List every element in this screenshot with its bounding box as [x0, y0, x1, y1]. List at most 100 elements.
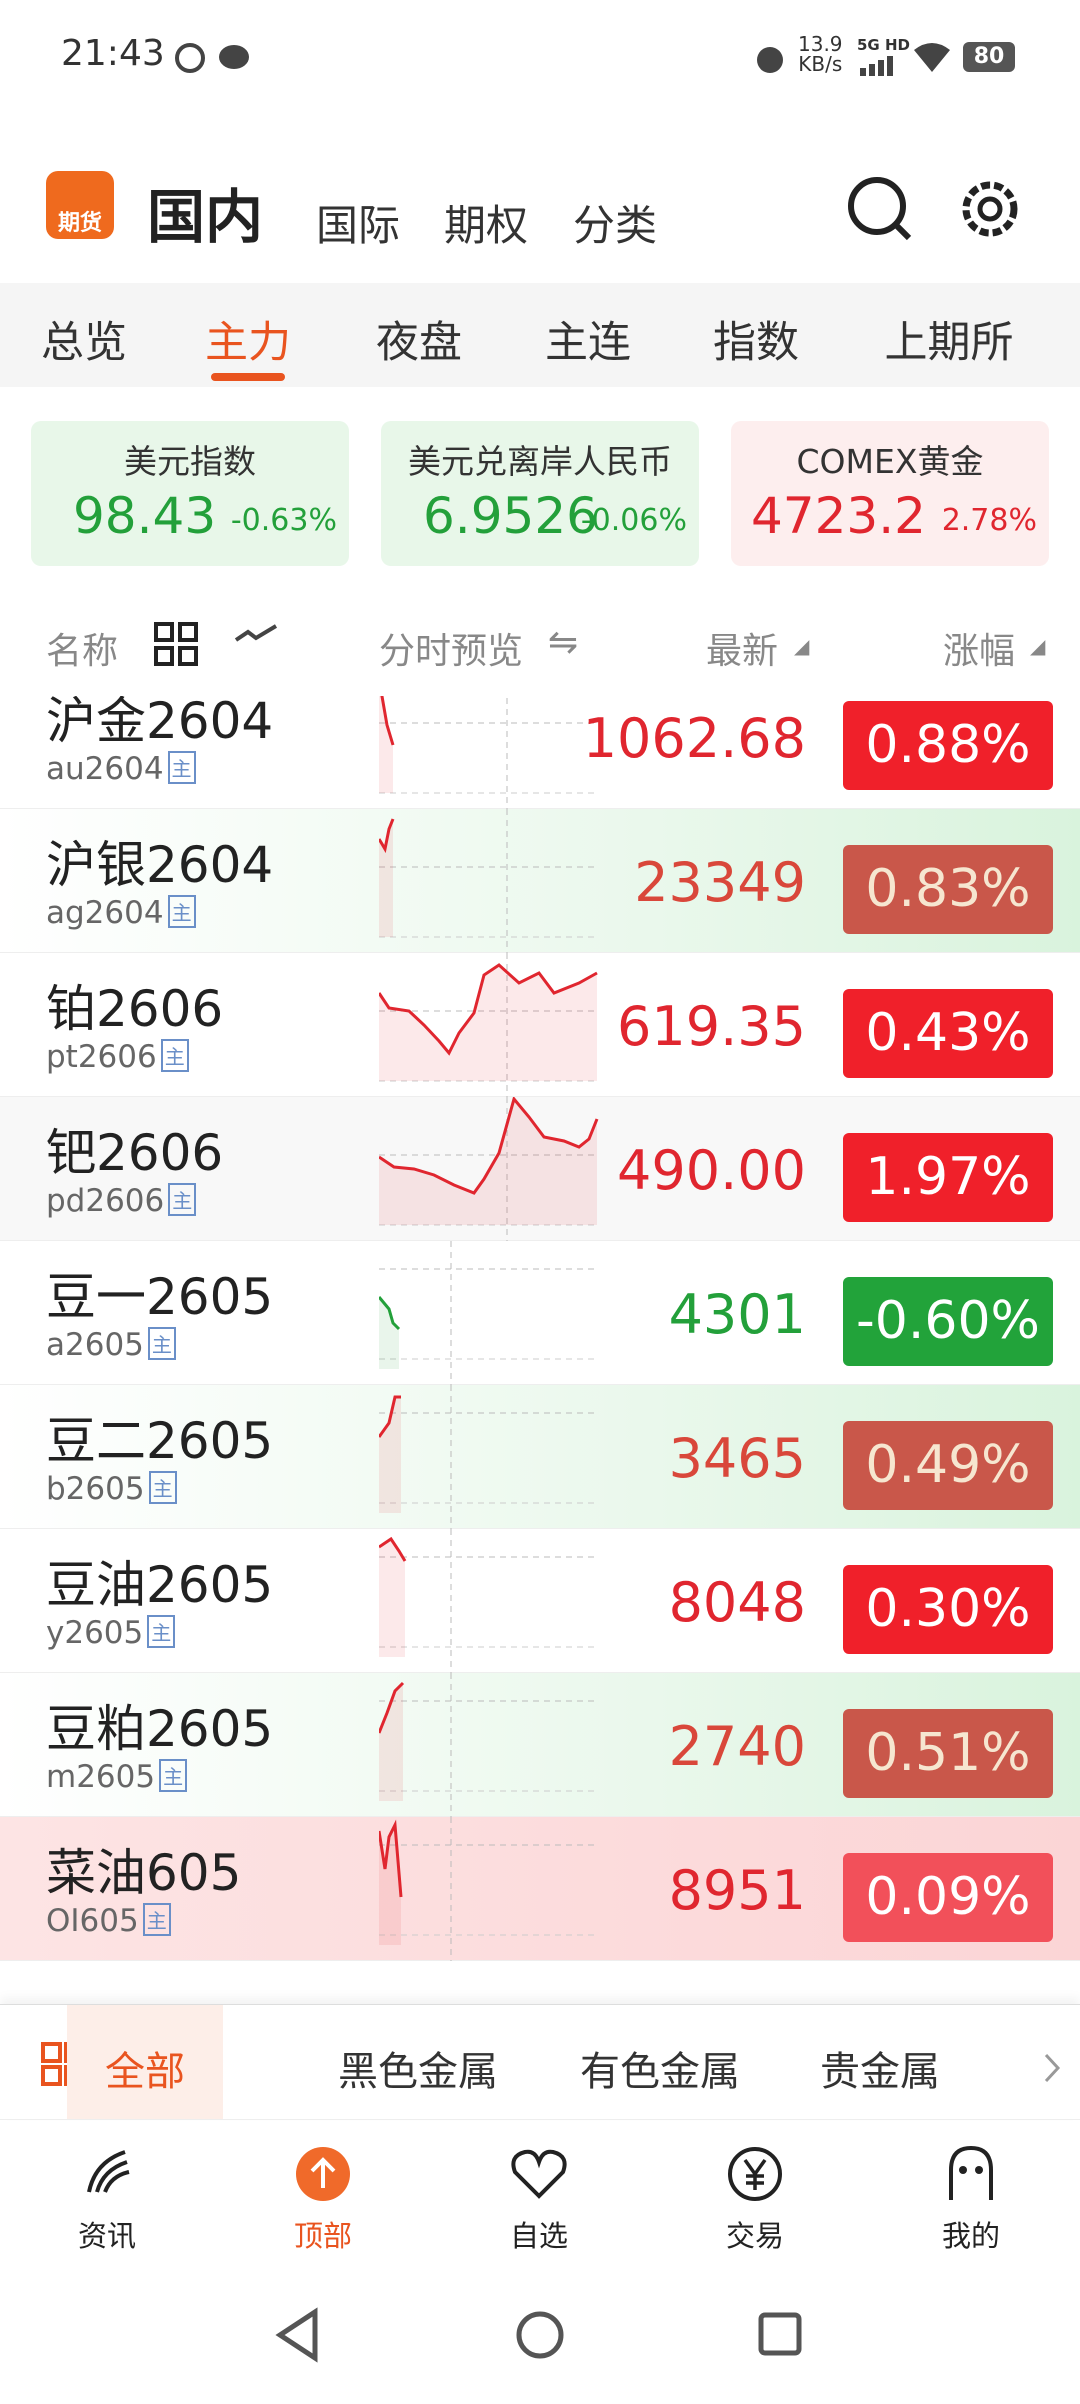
sparkline [379, 809, 599, 953]
swap-icon[interactable]: ⇋ [548, 622, 579, 663]
tab[interactable]: 分类 [573, 201, 658, 250]
index-card[interactable]: 美元兑离岸人民币 6.9526 -0.06% [381, 421, 699, 566]
index-cards: 美元指数 98.43 -0.63% 美元兑离岸人民币 6.9526 -0.06% COMEX… [0, 421, 1080, 566]
bottom-nav: 资讯 顶部 自选 交易 我的 [0, 2119, 1080, 2280]
sub-tab[interactable]: 夜盘 [376, 318, 462, 368]
spark-area [379, 819, 393, 937]
code-text: au2604 [46, 751, 164, 787]
code-text: OI605 [46, 1903, 139, 1939]
contract-code: a2605 主 [46, 1327, 176, 1363]
main-tag: 主 [142, 1903, 171, 1936]
spark-area [379, 1099, 597, 1225]
contract-code: pt2606 主 [46, 1039, 189, 1075]
last-price: 4301 [668, 1283, 806, 1346]
spark-line [379, 1097, 599, 1195]
contract-name: 沪金2604 [46, 696, 274, 750]
main-tag: 主 [167, 751, 196, 784]
sub-tab[interactable]: 上期所 [884, 318, 1014, 368]
quote-row[interactable]: 沪银2604 ag2604 主 23349 0.83% [0, 809, 1080, 953]
sub-tab[interactable]: 主力 [205, 318, 291, 368]
sub-tab[interactable]: 主连 [545, 318, 631, 368]
quote-row[interactable]: 豆一2605 a2605 主 4301 -0.60% [0, 1241, 1080, 1385]
nav-icon [949, 2145, 993, 2200]
tab-underline [211, 373, 285, 381]
nav-item[interactable]: 交易 [680, 2142, 830, 2255]
index-card[interactable]: 美元指数 98.43 -0.63% [31, 421, 349, 566]
alarm-icon [757, 47, 783, 73]
sparkline [379, 696, 599, 809]
category[interactable]: 黑色金属 [338, 2049, 498, 2095]
rows: 沪金2604 au2604 主 1062.68 0.88% 沪银2604 ag2604 主 23… [0, 696, 1080, 1961]
last-price: 2740 [668, 1715, 806, 1778]
system-buttons[interactable] [0, 2280, 1080, 2400]
tab[interactable]: 国际 [316, 201, 401, 250]
nav-item[interactable]: 我的 [896, 2142, 1046, 2255]
sort-icon: ◢ [794, 634, 810, 658]
header-change[interactable]: 涨幅 [943, 631, 1016, 672]
quote-row[interactable]: 钯2606 pd2606 主 490.00 1.97% [0, 1097, 1080, 1241]
main-tag: 主 [160, 1039, 189, 1072]
card-name: COMEX黄金 [796, 442, 984, 481]
spark-line [379, 1681, 405, 1734]
quote-row[interactable]: 豆二2605 b2605 主 3465 0.49% [0, 1385, 1080, 1529]
sub-tab[interactable]: 总览 [41, 318, 127, 368]
contract-name: 豆油2605 [46, 1556, 274, 1614]
code-text: b2605 [46, 1471, 145, 1507]
nav-item[interactable]: 自选 [464, 2142, 614, 2255]
nav-icon [511, 2149, 567, 2199]
index-card[interactable]: COMEX黄金 4723.2 2.78% [731, 421, 1049, 566]
contract-name: 铂2606 [46, 980, 224, 1038]
category[interactable]: 有色金属 [580, 2049, 740, 2095]
last-price: 619.35 [617, 995, 806, 1058]
header-name: 名称 [46, 631, 119, 672]
change-badge: 0.09% [843, 1853, 1053, 1942]
change-badge: 0.30% [843, 1565, 1053, 1654]
card-name: 美元指数 [124, 442, 256, 481]
main-tag: 主 [147, 1327, 176, 1360]
quote-row[interactable]: 菜油605 OI605 主 8951 0.09% [0, 1817, 1080, 1961]
status-icons [175, 43, 249, 73]
logo[interactable]: 期货 [46, 171, 114, 239]
quote-row[interactable]: 豆油2605 y2605 主 8048 0.30% [0, 1529, 1080, 1673]
header: 期货 国内 国际 期权 分类 [0, 160, 1080, 270]
quote-row[interactable]: 沪金2604 au2604 主 1062.68 0.88% [0, 696, 1080, 809]
search-icon[interactable] [845, 174, 915, 244]
net-speed-value: 13.9 [798, 32, 843, 56]
sub-tabs: 总览 主力 夜盘 主连 指数 上期所 [0, 283, 1080, 387]
wifi-icon [914, 43, 950, 72]
header-preview: 分时预览 [379, 631, 524, 672]
sparkline [379, 1241, 599, 1385]
quote-row[interactable]: 豆粕2605 m2605 主 2740 0.51% [0, 1673, 1080, 1817]
sparkline [379, 1817, 599, 1961]
view-toggle-icons[interactable] [152, 620, 282, 676]
spark-line [379, 1819, 403, 1898]
scroll-right[interactable] [1040, 2051, 1070, 2091]
sub-tab[interactable]: 指数 [713, 318, 799, 368]
contract-code: ag2604 主 [46, 895, 196, 931]
code-text: a2605 [46, 1327, 144, 1363]
header-price[interactable]: 最新 [706, 631, 779, 672]
last-price: 8951 [668, 1859, 806, 1922]
category[interactable]: 贵金属 [820, 2049, 940, 2095]
category-active-bg [67, 2005, 223, 2120]
last-price: 23349 [634, 851, 806, 914]
quote-row[interactable]: 铂2606 pt2606 主 619.35 0.43% [0, 953, 1080, 1097]
contract-code: OI605 主 [46, 1903, 171, 1939]
contract-code: m2605 主 [46, 1759, 188, 1795]
card-change: -0.06% [580, 503, 687, 538]
tab[interactable]: 期权 [444, 201, 529, 250]
sort-icon: ◢ [1030, 634, 1046, 658]
spark-area [379, 1825, 401, 1945]
contract-code: au2604 主 [46, 751, 196, 787]
last-price: 490.00 [617, 1139, 806, 1202]
settings-icon[interactable] [955, 174, 1025, 244]
status-bar: 21:43 13.9 KB/s 5G HD 80 [0, 0, 1080, 107]
nav-item[interactable]: 资讯 [32, 2142, 182, 2255]
nav-item[interactable]: 顶部 [248, 2142, 398, 2255]
category[interactable]: 全部 [105, 2049, 185, 2095]
main-tag: 主 [147, 1615, 176, 1648]
card-value: 98.43 [73, 487, 217, 545]
category-bar: 全部 黑色金属 有色金属 贵金属 [0, 2004, 1080, 2120]
spark-line [380, 696, 395, 746]
tab-active[interactable]: 国内 [147, 183, 264, 251]
